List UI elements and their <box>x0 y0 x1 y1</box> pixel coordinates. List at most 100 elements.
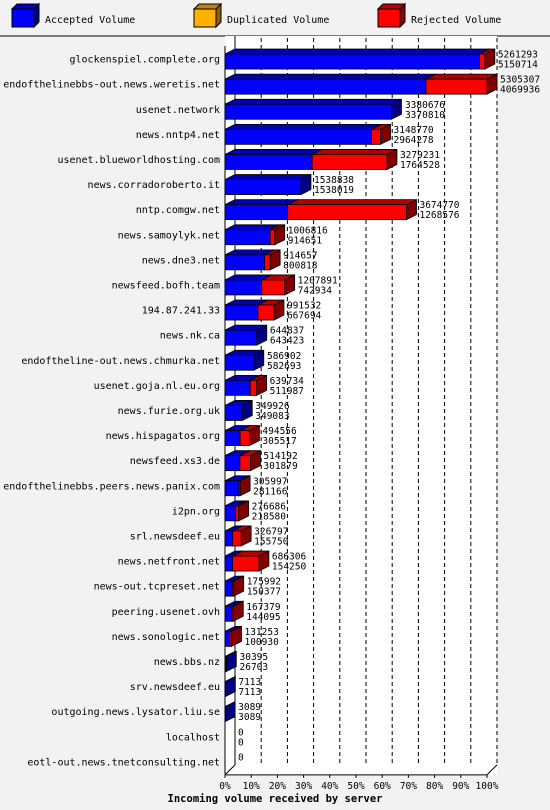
bar-accepted <box>225 255 265 270</box>
x-tick-label: 60% <box>374 781 391 792</box>
bar-accepted-top <box>225 74 436 79</box>
bar-rejected-top <box>426 74 497 79</box>
bar-accepted <box>225 79 426 94</box>
category-label: newsfeed.xs3.de <box>130 456 220 467</box>
category-label: news.bbs.nz <box>154 657 220 668</box>
accepted-value-label: 301879 <box>263 461 298 472</box>
x-tick-label: 30% <box>295 781 312 792</box>
accepted-value-label: 0 <box>238 737 244 748</box>
legend-label: Duplicated Volume <box>227 15 329 26</box>
x-tick-label: 0% <box>219 781 231 792</box>
bar-accepted <box>225 405 242 420</box>
bar-accepted-top <box>225 124 381 129</box>
bar-accepted <box>225 154 312 169</box>
x-tick-label: 10% <box>243 781 260 792</box>
accepted-value-label: 2964278 <box>394 135 434 146</box>
accepted-value-label: 144095 <box>246 612 280 623</box>
bar-rejected <box>240 456 250 471</box>
bar-rejected <box>250 380 256 395</box>
category-label: news.hispagatos.org <box>106 431 220 442</box>
accepted-value-label: 511987 <box>270 386 304 397</box>
bar-accepted <box>225 280 262 295</box>
accepted-value-label: 281166 <box>253 486 288 497</box>
bar-accepted <box>225 129 371 144</box>
bar-accepted <box>225 230 270 245</box>
bar-accepted <box>225 180 301 195</box>
category-label: srv.newsdeef.eu <box>130 682 220 693</box>
bar-accepted <box>225 456 240 471</box>
x-axis-title: Incoming volume received by server <box>168 793 383 805</box>
category-label: news-out.tcpreset.net <box>94 582 220 593</box>
bar-rejected <box>288 205 407 220</box>
category-label: endofthelinebbs-out.news.weretis.net <box>3 80 220 91</box>
accepted-value-label: 3370810 <box>405 110 445 121</box>
accepted-value-label: 3089 <box>238 712 261 723</box>
category-label: news.nntp4.net <box>136 130 220 141</box>
category-label: endofthelinebbs.peers.news.panix.com <box>3 481 220 492</box>
category-label: endoftheline-out.news.chmurka.net <box>21 356 220 367</box>
x-tick-label: 40% <box>321 781 338 792</box>
bar-accepted <box>225 531 233 546</box>
category-label: usenet.blueworldhosting.com <box>57 155 220 166</box>
category-label: usenet.goja.nl.eu.org <box>94 381 220 392</box>
category-label: news.sonologic.net <box>112 632 220 643</box>
accepted-value-label: 1538019 <box>314 185 354 196</box>
accepted-value-label: 800818 <box>283 260 318 271</box>
bar-rejected <box>239 481 240 496</box>
bar-accepted <box>225 506 236 521</box>
bar-accepted <box>225 380 250 395</box>
bar-accepted <box>225 581 232 596</box>
accepted-value-label: 154250 <box>272 562 307 573</box>
bar-accepted <box>225 355 254 370</box>
accepted-value-label: 1268576 <box>419 210 459 221</box>
bar-rejected <box>233 531 241 546</box>
bar-accepted-top <box>225 149 322 154</box>
category-label: news.samoylyk.net <box>118 230 220 241</box>
category-label: glockenspiel.complete.org <box>69 55 220 66</box>
accepted-value-label: 100930 <box>244 637 279 648</box>
category-label: localhost <box>166 732 220 743</box>
accepted-value-label: 667694 <box>287 311 322 322</box>
accepted-value-label: 218580 <box>252 511 287 522</box>
category-label: outgoing.news.lysator.liu.se <box>51 707 220 718</box>
accepted-value-label: 914651 <box>288 235 323 246</box>
accepted-value-label: 1764528 <box>400 160 440 171</box>
bar-accepted <box>225 656 226 671</box>
bar-accepted-top <box>225 175 311 180</box>
legend-swatch-duplicated-volume <box>194 9 216 27</box>
bar-rejected-top <box>312 149 397 154</box>
bar-accepted <box>225 54 479 69</box>
x-tick-label: 70% <box>400 781 417 792</box>
bar-rejected-top <box>288 200 417 205</box>
bar-rejected <box>262 280 285 295</box>
accepted-value-label: 742934 <box>298 285 333 296</box>
category-label: i2pn.org <box>172 506 220 517</box>
bar-rejected <box>426 79 487 94</box>
bar-rejected <box>479 54 484 69</box>
bar-rejected <box>371 129 380 144</box>
legend-label: Rejected Volume <box>411 15 501 26</box>
accepted-value-label: 643423 <box>270 336 304 347</box>
bar-accepted <box>225 481 239 496</box>
bar-rejected <box>232 581 233 596</box>
category-label: 194.87.241.33 <box>142 306 220 317</box>
bar-rejected <box>230 631 231 646</box>
x-tick-label: 20% <box>269 781 286 792</box>
category-label: usenet.network <box>136 105 220 116</box>
total-value-label: 0 <box>238 752 244 763</box>
accepted-value-label: 5150714 <box>498 60 538 71</box>
x-tick-label: 90% <box>452 781 469 792</box>
accepted-value-label: 349083 <box>255 411 289 422</box>
bar-accepted <box>225 631 230 646</box>
category-label: news.furie.org.uk <box>118 406 220 417</box>
accepted-value-label: 26703 <box>240 662 269 673</box>
bar-accepted-top <box>225 200 298 205</box>
accepted-value-label: 7113 <box>238 687 261 698</box>
category-label: peering.usenet.ovh <box>112 607 220 618</box>
category-label: srl.newsdeef.eu <box>130 531 220 542</box>
bar-rejected <box>312 154 387 169</box>
bar-accepted-top <box>225 99 401 104</box>
x-tick-label: 50% <box>347 781 364 792</box>
